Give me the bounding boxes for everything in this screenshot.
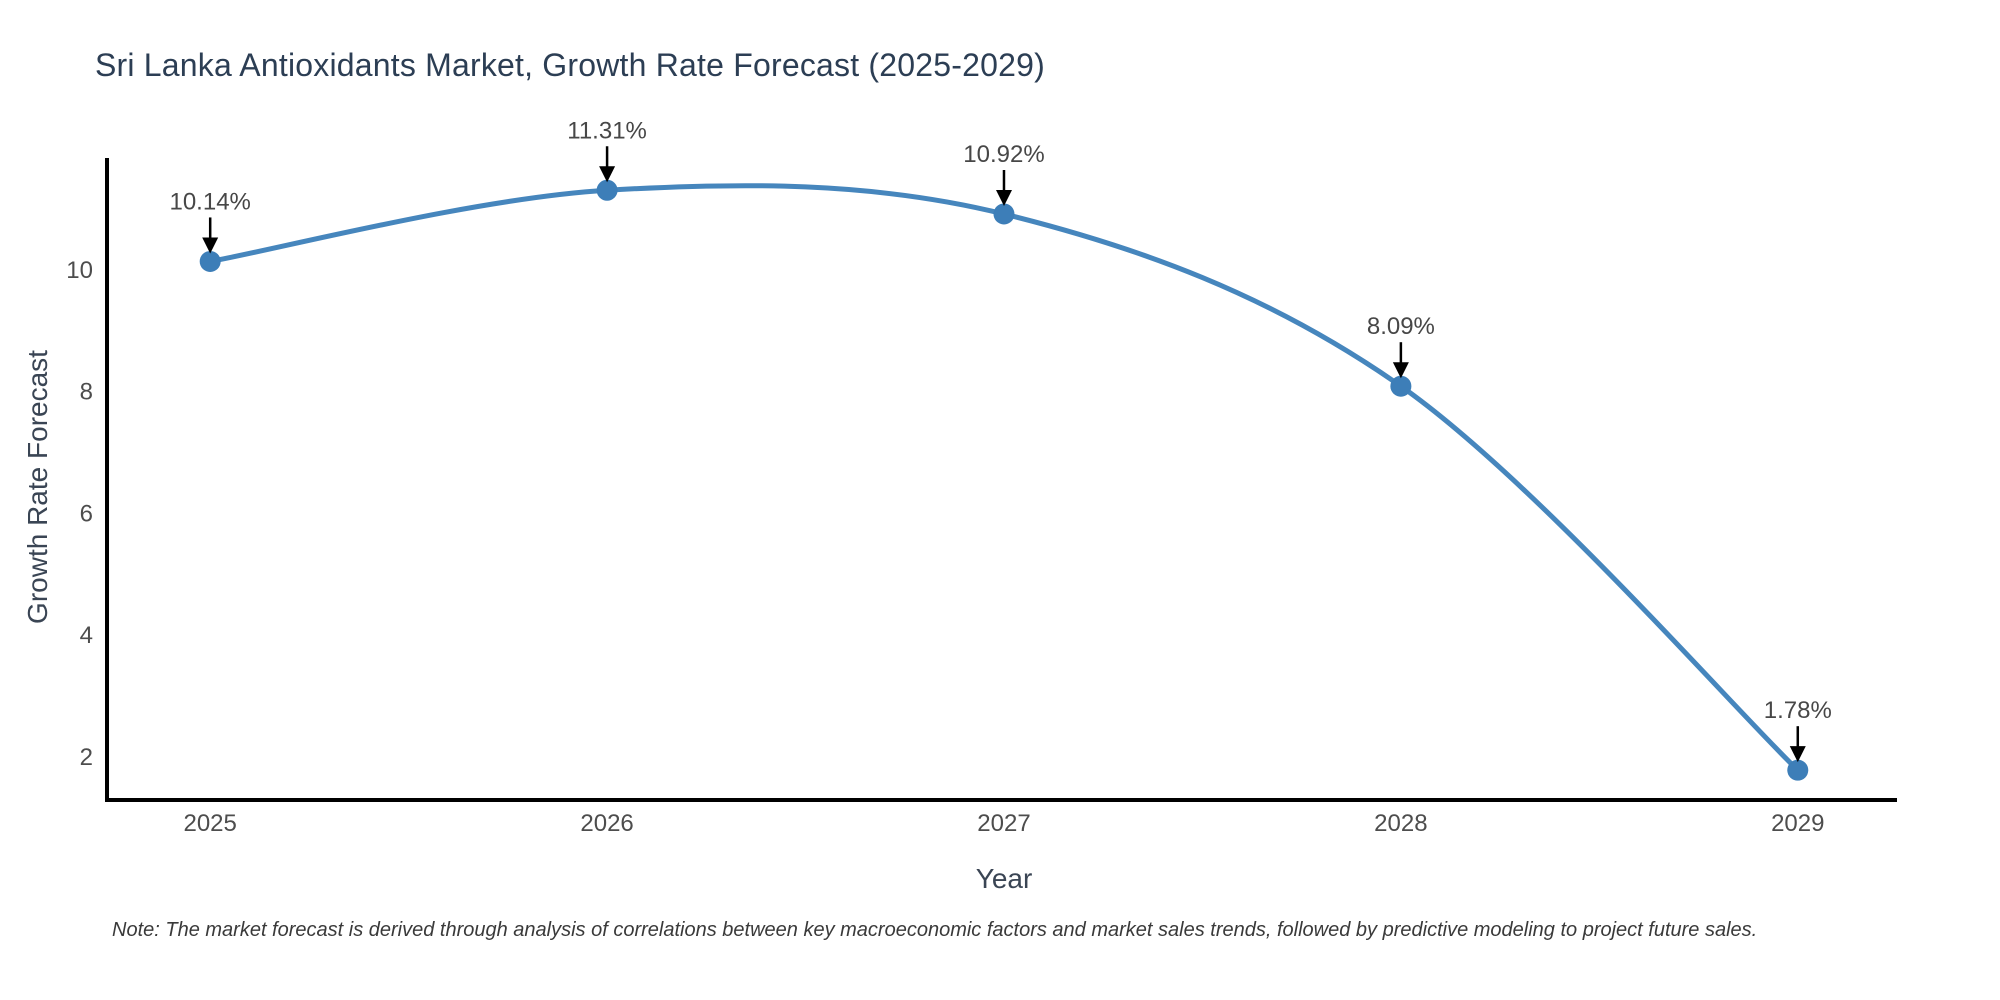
data-point-2029[interactable] [1787, 759, 1809, 781]
y-tick-label: 4 [80, 622, 93, 649]
data-point-2028[interactable] [1390, 375, 1412, 397]
y-tick-label: 6 [80, 500, 93, 527]
x-tick-label: 2025 [183, 810, 236, 837]
y-axis-title: Growth Rate Forecast [22, 350, 53, 624]
annotation-arrow-head [202, 237, 219, 254]
chart-title: Sri Lanka Antioxidants Market, Growth Ra… [95, 47, 1045, 83]
data-point-2027[interactable] [993, 203, 1015, 225]
x-tick-label: 2028 [1374, 810, 1427, 837]
annotation-label: 10.92% [963, 141, 1044, 168]
annotation-label: 10.14% [169, 188, 250, 215]
annotation-label: 1.78% [1764, 697, 1832, 724]
y-tick-label: 8 [80, 379, 93, 406]
annotation-label: 8.09% [1367, 313, 1435, 340]
x-tick-label: 2027 [977, 810, 1030, 837]
data-point-2025[interactable] [199, 250, 221, 272]
growth-rate-line [207, 183, 1801, 773]
annotation-arrow-head [599, 166, 616, 183]
y-tick-label: 2 [80, 744, 93, 771]
x-tick-label: 2029 [1771, 810, 1824, 837]
footnote: Note: The market forecast is derived thr… [112, 919, 1758, 941]
annotation-arrow-head [1789, 746, 1806, 763]
x-tick-label: 2026 [580, 810, 633, 837]
annotation-arrow-head [995, 189, 1012, 206]
y-tick-label: 10 [66, 257, 93, 284]
data-point-2026[interactable] [596, 179, 618, 201]
annotation-arrow-head [1392, 362, 1409, 379]
x-axis-title: Year [975, 863, 1033, 894]
annotation-label: 11.31% [567, 117, 647, 144]
